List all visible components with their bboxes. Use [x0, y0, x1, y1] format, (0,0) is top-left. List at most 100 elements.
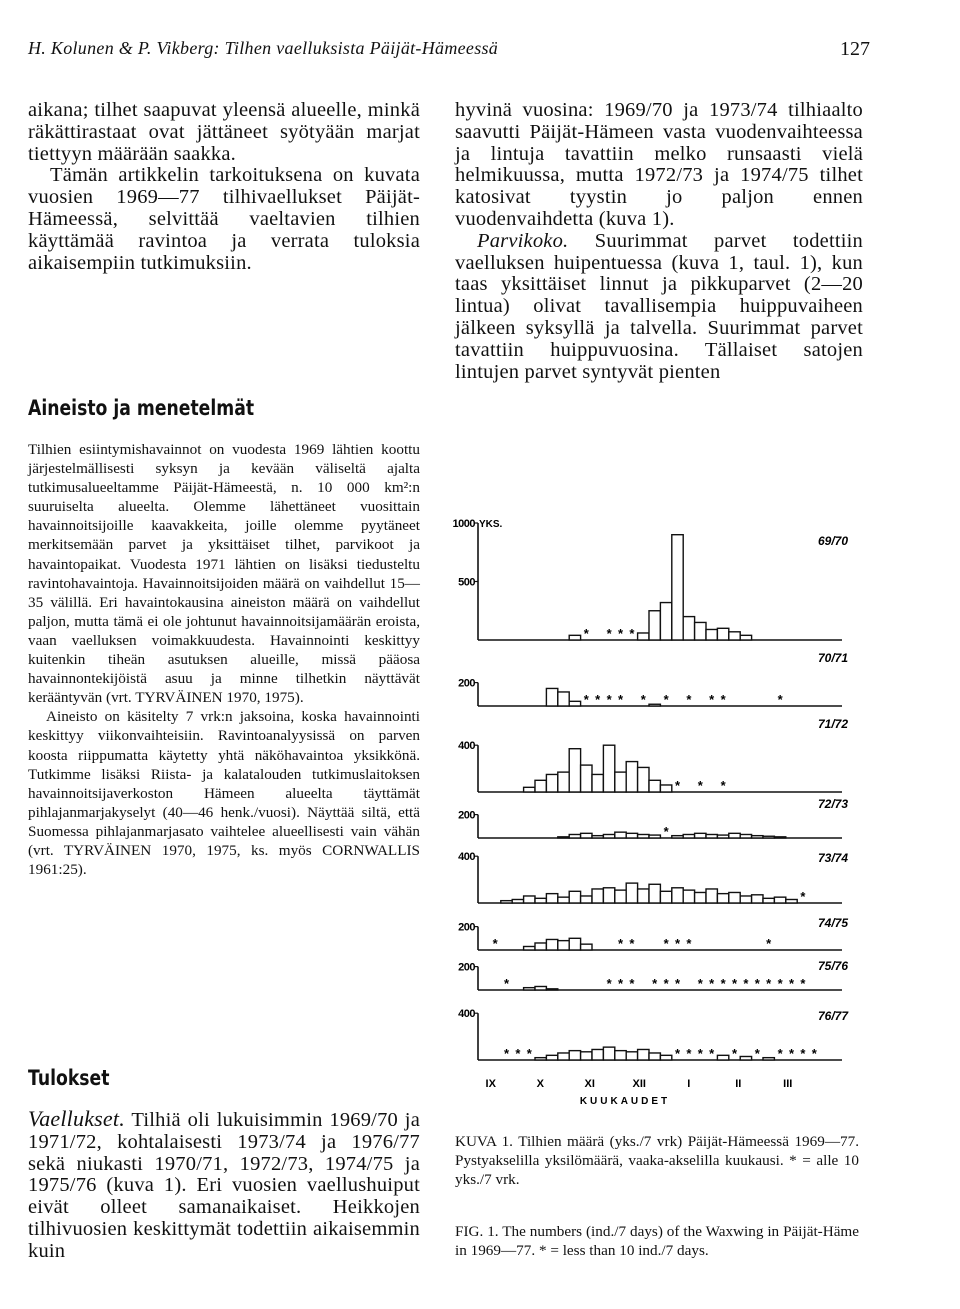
bar: [545, 687, 559, 707]
bar: [522, 895, 536, 904]
below-ten-marker: *: [629, 936, 635, 951]
panel-label: 71/72: [818, 717, 848, 731]
below-ten-marker: *: [686, 692, 692, 707]
x-tick-label: II: [735, 1078, 741, 1090]
bar: [648, 779, 662, 793]
panel-label: 70/71: [818, 651, 848, 665]
bar: [568, 700, 582, 707]
below-ten-marker: *: [607, 626, 613, 641]
bar: [557, 771, 570, 793]
y-axis-label: YKS.: [479, 519, 503, 530]
below-ten-marker: *: [675, 976, 681, 991]
bar: [522, 986, 536, 991]
bar: [568, 748, 582, 793]
below-ten-marker: *: [686, 936, 692, 951]
bar: [739, 634, 753, 641]
bar: [591, 834, 605, 839]
paragraph: Vaellukset. Tilhiä oli lukuisimmin 1969/…: [28, 1108, 420, 1263]
below-ten-marker: *: [675, 1046, 681, 1061]
bar: [591, 773, 605, 793]
x-tick-label: X: [537, 1078, 545, 1090]
y-tick-label: 200: [458, 962, 475, 974]
bar: [728, 631, 741, 641]
bar: [682, 833, 696, 839]
below-ten-marker: *: [709, 976, 715, 991]
bar: [716, 627, 730, 641]
results-text: Vaellukset. Tilhiä oli lukuisimmin 1969/…: [28, 1108, 420, 1263]
run-in-heading: Parvikoko.: [477, 229, 569, 252]
section-heading: Tulokset: [28, 1066, 110, 1090]
paragraph: Aineisto on käsitelty 7 vrk:n jaksoina, …: [28, 708, 420, 879]
y-tick-label: 200: [458, 810, 475, 822]
bar: [762, 897, 776, 904]
below-ten-marker: *: [709, 1046, 715, 1061]
panel-label: 72/73: [818, 797, 848, 811]
bar: [773, 896, 787, 904]
below-ten-marker: *: [607, 976, 613, 991]
bar: [568, 890, 582, 904]
bar: [739, 1055, 753, 1061]
below-ten-marker: *: [800, 889, 806, 904]
paragraph: Tilhien esiintymishavainnot on vuodesta …: [28, 441, 420, 707]
bar: [579, 764, 593, 793]
caption-en: FIG. 1. The numbers (ind./7 days) of the…: [455, 1223, 859, 1260]
below-ten-marker: *: [698, 778, 704, 793]
below-ten-marker: *: [618, 626, 624, 641]
below-ten-marker: *: [755, 1046, 761, 1061]
bar: [648, 834, 662, 839]
bar: [579, 1051, 593, 1061]
bar: [625, 882, 639, 904]
bar: [750, 834, 764, 839]
below-ten-marker: *: [709, 692, 715, 707]
bar: [625, 832, 639, 839]
bar: [636, 888, 650, 904]
below-ten-marker: *: [732, 976, 738, 991]
below-ten-marker: *: [595, 692, 601, 707]
below-ten-marker: *: [664, 692, 670, 707]
bar: [545, 938, 559, 951]
below-ten-marker: *: [504, 976, 510, 991]
panel-label: 73/74: [818, 851, 848, 865]
bar: [602, 744, 616, 793]
bar: [522, 945, 536, 951]
below-ten-marker: *: [755, 976, 761, 991]
below-ten-marker: *: [584, 692, 590, 707]
panel-label: 76/77: [818, 1009, 849, 1023]
bar: [659, 601, 673, 641]
below-ten-marker: *: [766, 936, 772, 951]
bar: [511, 898, 525, 904]
y-tick-label: 200: [458, 678, 475, 690]
bar: [557, 1052, 570, 1061]
bar: [750, 894, 764, 904]
x-tick-label: III: [783, 1078, 792, 1090]
bar: [522, 786, 536, 793]
bar: [545, 988, 559, 991]
below-ten-marker: *: [675, 936, 681, 951]
x-tick-label: IX: [486, 1078, 497, 1090]
bar: [625, 760, 639, 793]
bar: [636, 632, 650, 641]
below-ten-marker: *: [812, 1046, 818, 1061]
bar: [568, 634, 582, 641]
below-ten-marker: *: [778, 976, 784, 991]
below-ten-marker: *: [686, 1046, 692, 1061]
bar: [591, 888, 605, 904]
bar: [716, 892, 730, 904]
y-tick-label: 400: [458, 740, 475, 752]
bar: [682, 615, 696, 641]
intro-text: aikana; tilhet saapuvat yleensä alueelle…: [28, 99, 420, 274]
bar: [648, 883, 662, 904]
bar: [534, 985, 548, 991]
bar: [693, 832, 707, 839]
y-tick-label: 500: [458, 577, 475, 589]
paragraph: Parvikoko. Suurimmat parvet todettiin va…: [455, 229, 863, 384]
bar: [648, 703, 662, 707]
panel-label: 75/76: [818, 959, 848, 973]
bar: [739, 833, 753, 839]
bar: [693, 621, 707, 641]
below-ten-marker: *: [732, 1046, 738, 1061]
bar: [568, 1049, 582, 1061]
below-ten-marker: *: [515, 1046, 521, 1061]
right-text: hyvinä vuosina: 1969/70 ja 1973/74 tilhi…: [455, 99, 863, 384]
bar: [636, 1048, 650, 1061]
